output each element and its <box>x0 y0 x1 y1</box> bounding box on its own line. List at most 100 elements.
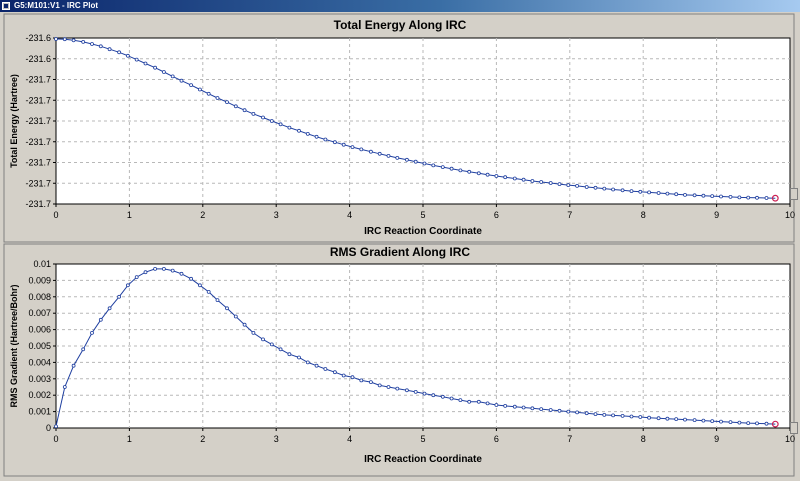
gradient-data-point <box>413 389 418 394</box>
energy-data-point <box>683 192 687 197</box>
energy-data-point <box>323 137 328 142</box>
energy-data-point <box>297 128 301 133</box>
gradient-data-point <box>269 342 274 347</box>
gradient-data-point <box>449 396 454 401</box>
energy-data-point <box>638 189 643 194</box>
gradient-data-point <box>674 417 679 422</box>
bottom-chart-scroll-grip[interactable] <box>790 422 798 434</box>
gradient-data-point <box>701 418 706 423</box>
energy-data-point <box>467 169 472 174</box>
energy-data-point <box>611 187 615 192</box>
gradient-data-point <box>305 360 310 365</box>
gradient-data-point <box>71 363 76 368</box>
energy-x-tick-label: 1 <box>127 210 132 220</box>
energy-y-tick-label: -231.7 <box>25 178 51 188</box>
energy-data-point <box>377 151 382 156</box>
energy-data-point <box>728 194 733 199</box>
energy-x-tick-label: 10 <box>785 210 795 220</box>
energy-data-point <box>485 172 490 177</box>
gradient-data-point <box>297 355 301 360</box>
energy-chart-title: Total Energy Along IRC <box>334 18 467 32</box>
energy-data-point <box>314 134 319 139</box>
energy-data-point <box>233 104 238 109</box>
energy-data-point <box>449 166 454 171</box>
energy-data-point <box>602 186 607 191</box>
gradient-data-point <box>638 415 643 419</box>
gradient-data-point <box>467 399 472 404</box>
gradient-x-tick-label: 5 <box>420 434 425 444</box>
gradient-y-tick-label: 0 <box>46 423 51 433</box>
gradient-y-tick-label: 0.003 <box>28 374 51 384</box>
energy-data-point <box>656 191 661 195</box>
gradient-data-point <box>143 270 148 275</box>
gradient-data-point <box>153 266 158 271</box>
energy-y-tick-label: -231.7 <box>25 158 51 168</box>
energy-data-point <box>710 194 715 199</box>
gradient-data-point <box>197 283 202 288</box>
gradient-data-point <box>647 415 651 420</box>
top-chart-scroll-grip[interactable] <box>790 188 798 200</box>
gradient-data-point <box>287 352 292 357</box>
energy-data-point <box>153 65 158 70</box>
energy-data-point <box>530 179 535 183</box>
gradient-data-point <box>350 375 355 380</box>
energy-chart: Total Energy Along IRC 0 1 2 3 4 5 6 7 8 9 10 -231.6… <box>3 13 795 243</box>
gradient-data-point <box>54 424 58 429</box>
energy-data-point <box>476 171 481 176</box>
energy-data-point <box>206 91 211 96</box>
energy-data-point <box>512 176 517 181</box>
gradient-data-point <box>575 410 579 415</box>
gradient-data-point <box>341 373 346 378</box>
energy-data-point <box>117 50 121 55</box>
gradient-data-point <box>620 413 625 418</box>
gradient-y-tick-label: 0.006 <box>28 325 51 335</box>
window-titlebar[interactable]: G5:M101:V1 - IRC Plot <box>0 0 800 12</box>
energy-data-point <box>90 42 94 46</box>
energy-y-tick-label: -231.7 <box>25 199 51 209</box>
energy-x-axis-label: IRC Reaction Coordinate <box>364 226 482 237</box>
app-icon[interactable] <box>2 2 10 10</box>
energy-x-tick-label: 5 <box>420 210 425 220</box>
gradient-data-point <box>161 266 166 271</box>
gradient-data-point <box>728 420 733 425</box>
gradient-data-point <box>81 347 86 352</box>
energy-x-tick-label: 4 <box>347 210 352 220</box>
gradient-data-point <box>134 275 139 280</box>
window-title: G5:M101:V1 - IRC Plot <box>14 1 99 10</box>
gradient-data-point <box>377 383 382 388</box>
gradient-data-point <box>206 289 211 294</box>
energy-data-point <box>764 196 769 200</box>
energy-data-point <box>143 61 148 66</box>
energy-data-point <box>647 190 651 195</box>
energy-data-point <box>584 185 589 189</box>
energy-data-point <box>422 161 427 166</box>
energy-y-tick-label: -231.7 <box>25 116 51 126</box>
gradient-y-tick-label: 0.009 <box>28 275 51 285</box>
energy-data-point <box>107 47 112 52</box>
gradient-data-point <box>62 385 67 389</box>
energy-current-point <box>771 194 779 202</box>
energy-data-point <box>665 191 670 196</box>
gradient-data-point <box>215 298 220 303</box>
energy-data-point <box>62 37 67 42</box>
energy-data-point <box>440 165 445 170</box>
gradient-data-point <box>629 414 634 419</box>
energy-data-point <box>350 145 355 150</box>
gradient-data-point <box>323 367 328 371</box>
gradient-data-point <box>422 391 427 396</box>
energy-data-point <box>674 192 679 197</box>
gradient-data-point <box>665 416 670 421</box>
energy-x-tick-label: 2 <box>200 210 205 220</box>
gradient-data-point <box>170 268 175 273</box>
gradient-data-point <box>539 407 544 412</box>
energy-data-point <box>225 100 229 104</box>
energy-data-point <box>126 53 130 58</box>
energy-data-point <box>404 157 409 162</box>
energy-data-point <box>719 194 723 199</box>
energy-y-tick-label: -231.6 <box>25 33 51 43</box>
energy-data-point <box>521 177 526 182</box>
energy-data-point <box>746 195 751 200</box>
gradient-data-point <box>242 322 247 327</box>
